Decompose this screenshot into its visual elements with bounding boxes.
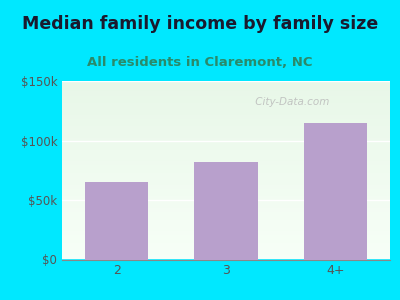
Bar [304,123,367,260]
Text: City-Data.com: City-Data.com [252,98,330,107]
Text: All residents in Claremont, NC: All residents in Claremont, NC [87,56,313,68]
Bar [194,162,258,260]
Bar [85,182,148,260]
Text: Median family income by family size: Median family income by family size [22,15,378,33]
